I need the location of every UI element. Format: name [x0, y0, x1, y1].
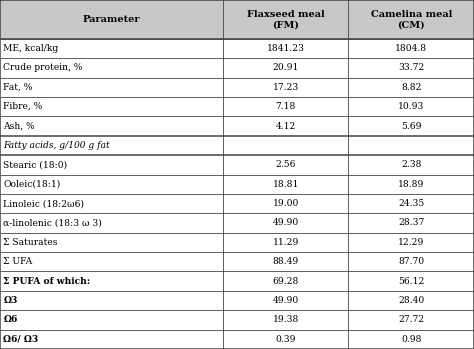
Text: Ω3: Ω3 [3, 296, 18, 305]
Bar [0, 77, 223, 97]
Text: Σ Saturates: Σ Saturates [3, 238, 58, 247]
Text: Stearic (18:0): Stearic (18:0) [3, 160, 67, 169]
Bar [0, 58, 223, 77]
Bar [0, 329, 223, 349]
Text: 18.89: 18.89 [398, 180, 424, 189]
Text: 2.56: 2.56 [275, 160, 296, 169]
Text: 18.81: 18.81 [273, 180, 299, 189]
Text: 17.23: 17.23 [273, 83, 299, 92]
Bar [348, 174, 474, 194]
Bar [0, 213, 223, 233]
Bar [0, 136, 223, 155]
Text: 5.69: 5.69 [401, 121, 421, 131]
Text: 12.29: 12.29 [398, 238, 424, 247]
Text: 1841.23: 1841.23 [266, 44, 305, 53]
Text: Flaxseed meal
(FM): Flaxseed meal (FM) [246, 10, 325, 29]
Text: 49.90: 49.90 [273, 296, 299, 305]
Text: 0.39: 0.39 [275, 335, 296, 344]
Bar [348, 77, 474, 97]
Text: Fat, %: Fat, % [3, 83, 33, 92]
Bar [223, 174, 348, 194]
Text: Ash, %: Ash, % [3, 121, 35, 131]
Text: 69.28: 69.28 [273, 277, 299, 285]
Text: 87.70: 87.70 [398, 257, 424, 266]
Text: 11.29: 11.29 [273, 238, 299, 247]
Text: Ooleic(18:1): Ooleic(18:1) [3, 180, 61, 189]
Bar [348, 116, 474, 136]
Bar [0, 233, 223, 252]
Text: Fatty acids, g/100 g fat: Fatty acids, g/100 g fat [3, 141, 110, 150]
Text: Σ PUFA of which:: Σ PUFA of which: [3, 277, 91, 285]
Bar [348, 329, 474, 349]
Text: 10.93: 10.93 [398, 102, 424, 111]
Bar [223, 39, 348, 58]
Text: 88.49: 88.49 [273, 257, 299, 266]
Bar [348, 97, 474, 116]
Bar [0, 272, 223, 291]
Bar [0, 310, 223, 329]
Bar [223, 58, 348, 77]
Text: 20.91: 20.91 [273, 64, 299, 72]
Text: Parameter: Parameter [82, 15, 140, 24]
Bar [0, 194, 223, 213]
Text: Camelina meal
(CM): Camelina meal (CM) [371, 10, 452, 29]
Text: Ω6/ Ω3: Ω6/ Ω3 [3, 335, 38, 344]
Bar [0, 39, 223, 58]
Bar [348, 213, 474, 233]
Text: 1804.8: 1804.8 [395, 44, 427, 53]
Text: 27.72: 27.72 [398, 315, 424, 325]
Bar [223, 116, 348, 136]
Bar [223, 97, 348, 116]
Text: 49.90: 49.90 [273, 218, 299, 228]
Text: 2.38: 2.38 [401, 160, 421, 169]
Text: 24.35: 24.35 [398, 199, 424, 208]
Text: 19.00: 19.00 [273, 199, 299, 208]
Bar [348, 39, 474, 58]
Bar [348, 233, 474, 252]
Text: 33.72: 33.72 [398, 64, 424, 72]
Text: Fibre, %: Fibre, % [3, 102, 43, 111]
Bar [348, 194, 474, 213]
Bar [0, 116, 223, 136]
Bar [0, 291, 223, 310]
Text: 0.98: 0.98 [401, 335, 421, 344]
Text: Linoleic (18:2ω6): Linoleic (18:2ω6) [3, 199, 84, 208]
Text: ME, kcal/kg: ME, kcal/kg [3, 44, 59, 53]
Bar [348, 155, 474, 174]
Bar [0, 155, 223, 174]
Text: Ω6: Ω6 [3, 315, 18, 325]
Text: 56.12: 56.12 [398, 277, 424, 285]
Text: α-linolenic (18:3 ω 3): α-linolenic (18:3 ω 3) [3, 218, 102, 228]
Bar [0, 174, 223, 194]
Bar [223, 136, 348, 155]
Bar [0, 97, 223, 116]
Bar [223, 77, 348, 97]
Bar [223, 291, 348, 310]
Bar [223, 329, 348, 349]
Bar [348, 58, 474, 77]
Bar [223, 233, 348, 252]
Bar [223, 155, 348, 174]
Text: 19.38: 19.38 [273, 315, 299, 325]
Text: Σ UFA: Σ UFA [3, 257, 33, 266]
Bar [348, 136, 474, 155]
Text: Crude protein, %: Crude protein, % [3, 64, 82, 72]
Bar [223, 310, 348, 329]
Bar [348, 291, 474, 310]
Bar [223, 252, 348, 272]
Text: 28.40: 28.40 [398, 296, 424, 305]
Text: 28.37: 28.37 [398, 218, 424, 228]
Bar [348, 272, 474, 291]
Bar [223, 272, 348, 291]
Bar [348, 252, 474, 272]
Text: 8.82: 8.82 [401, 83, 421, 92]
Bar [0, 252, 223, 272]
Bar [223, 194, 348, 213]
Bar [348, 310, 474, 329]
Text: 7.18: 7.18 [275, 102, 296, 111]
Bar [223, 213, 348, 233]
Text: 4.12: 4.12 [275, 121, 296, 131]
